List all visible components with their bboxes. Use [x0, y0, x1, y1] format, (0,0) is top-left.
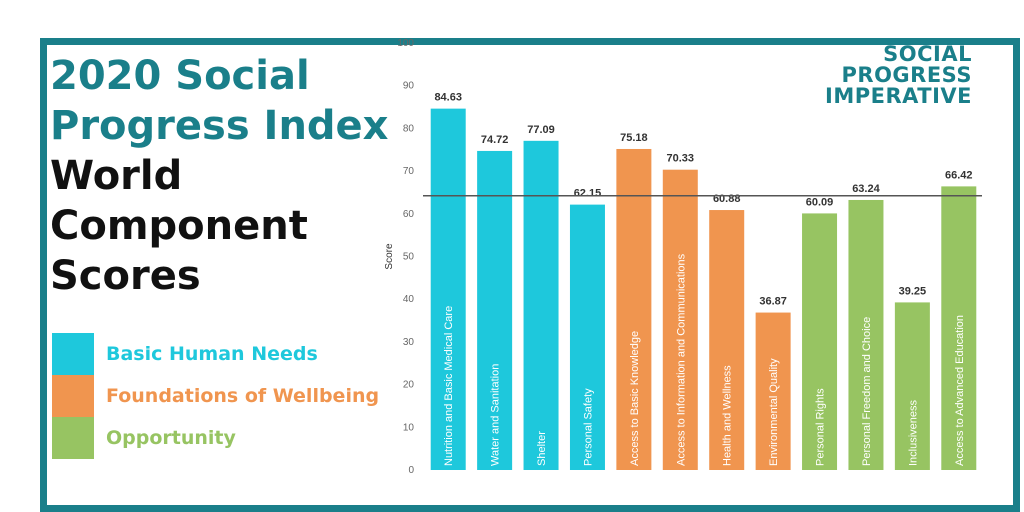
brand-line-1: SOCIAL — [883, 42, 972, 66]
bar — [941, 186, 977, 470]
title-line-2: Progress Index — [50, 103, 389, 149]
legend-swatch-foundations-of-wellbeing — [52, 375, 94, 417]
legend: Basic Human Needs Foundations of Wellbei… — [52, 333, 392, 459]
category-label: Access to Advanced Education — [954, 315, 966, 466]
data-label: 60.09 — [806, 196, 834, 208]
category-label: Inclusiveness — [907, 399, 919, 466]
bar — [755, 312, 791, 470]
title-block: 2020 Social Progress Index World Compone… — [50, 56, 400, 306]
brand-logo: SOCIAL PROGRESS IMPERATIVE — [825, 44, 972, 107]
y-tick-label: 0 — [408, 465, 414, 476]
data-label: 62.15 — [574, 188, 602, 200]
data-label: 77.09 — [527, 124, 555, 136]
y-tick-label: 40 — [403, 294, 415, 305]
category-label: Nutrition and Basic Medical Care — [443, 306, 455, 466]
legend-label-basic-human-needs: Basic Human Needs — [106, 343, 318, 365]
y-tick-label: 100 — [397, 38, 414, 49]
category-label: Water and Sanitation — [490, 364, 502, 466]
data-label: 63.24 — [852, 183, 880, 195]
y-tick-label: 30 — [403, 337, 415, 348]
brand-line-3: IMPERATIVE — [825, 84, 972, 108]
category-label: Shelter — [536, 431, 548, 466]
brand-line-2: PROGRESS — [841, 63, 972, 87]
y-tick-label: 20 — [403, 380, 415, 391]
bar — [662, 169, 698, 470]
bar — [430, 108, 466, 471]
category-label: Access to Basic Knowledge — [629, 331, 641, 466]
title-line-5: Scores — [50, 253, 201, 299]
data-label: 75.18 — [620, 132, 648, 144]
category-label: Access to Information and Communications — [675, 253, 687, 466]
legend-label-opportunity: Opportunity — [106, 427, 236, 449]
legend-swatch-opportunity — [52, 417, 94, 459]
data-label: 70.33 — [667, 153, 695, 165]
legend-item-basic-human-needs: Basic Human Needs — [52, 333, 392, 375]
y-tick-label: 10 — [403, 422, 415, 433]
category-label: Personal Freedom and Choice — [861, 317, 873, 466]
title-line-3: World — [50, 153, 183, 199]
bar — [802, 213, 838, 470]
y-axis-label: Score — [384, 243, 395, 270]
data-label: 36.87 — [759, 296, 787, 308]
bar — [709, 210, 745, 470]
data-label: 60.88 — [713, 193, 741, 205]
title-line-4: Component — [50, 203, 308, 249]
category-label: Personal Safety — [582, 388, 594, 466]
bar — [477, 150, 513, 470]
title-line-1: 2020 Social — [50, 53, 310, 99]
bar — [569, 204, 605, 470]
data-label: 66.42 — [945, 169, 973, 181]
data-label: 84.63 — [434, 92, 462, 104]
y-tick-label: 50 — [403, 252, 415, 263]
legend-label-foundations-of-wellbeing: Foundations of Wellbeing — [106, 385, 380, 407]
bar — [848, 199, 884, 470]
bar-chart: 0 10 20 30 40 50 60 70 80 90 100 Score 84.63 Nutritio… — [384, 38, 982, 476]
legend-swatch-basic-human-needs — [52, 333, 94, 375]
data-label: 74.72 — [481, 134, 509, 146]
category-label: Health and Wellness — [722, 365, 734, 466]
data-label: 39.25 — [899, 285, 927, 297]
category-label: Environmental Quality — [768, 358, 780, 466]
bar — [616, 148, 652, 471]
bar — [523, 140, 559, 471]
legend-item-foundations-of-wellbeing: Foundations of Wellbeing — [52, 375, 392, 417]
y-tick-label: 60 — [403, 209, 415, 220]
bar — [894, 302, 930, 470]
category-label: Personal Rights — [815, 388, 827, 466]
y-tick-label: 80 — [403, 123, 415, 134]
legend-item-opportunity: Opportunity — [52, 417, 392, 459]
y-tick-label: 70 — [403, 166, 415, 177]
y-tick-label: 90 — [403, 81, 415, 92]
